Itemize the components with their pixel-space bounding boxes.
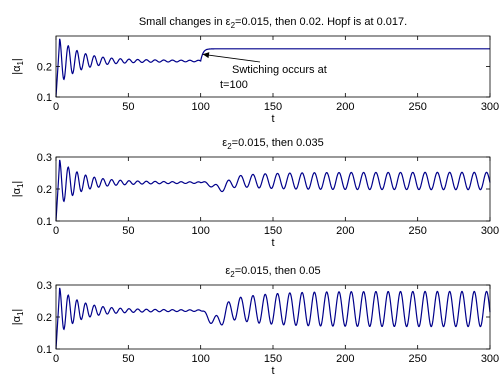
x-tick-label: 300 (481, 101, 499, 113)
title-text: Small changes in ε (139, 16, 231, 28)
y-tick-label: 0.2 (37, 184, 52, 196)
panel-3: ε2=0.015, then 0.05 0 50 100 150 200 250 300 0.1… (11, 265, 499, 377)
x-axis-label: t (271, 365, 274, 377)
x-axis-label: t (271, 113, 274, 125)
panel-1-title: Small changes in ε2=0.015, then 0.02. Ho… (139, 16, 407, 30)
y-label-close: | (11, 58, 23, 61)
x-tick-label: 0 (53, 101, 59, 113)
y-axis-label: |α1| (11, 181, 25, 198)
panel-2-title: ε2=0.015, then 0.035 (222, 137, 323, 151)
y-tick-label: 0.1 (37, 216, 52, 228)
y-label-text: |α (11, 315, 23, 325)
y-label-subscript: 1 (16, 183, 25, 188)
y-axis-label: |α1| (11, 58, 25, 75)
y-label-text: |α (11, 187, 23, 197)
annotation-arrow-line (202, 53, 261, 63)
y-tick-label: 0.2 (37, 312, 52, 324)
y-label-text: |α (11, 65, 23, 75)
x-tick-label: 150 (264, 101, 282, 113)
x-tick-label: 100 (191, 225, 209, 237)
annotation-arrow-head (202, 52, 210, 59)
x-tick-label: 0 (53, 225, 59, 237)
x-tick-label: 250 (408, 101, 426, 113)
x-tick-label: 50 (122, 353, 134, 365)
x-axis-label: t (271, 237, 274, 249)
title-text: ε (222, 137, 227, 149)
panel-1: Small changes in ε2=0.015, then 0.02. Ho… (11, 16, 499, 125)
x-tick-label: 50 (122, 225, 134, 237)
x-tick-label: 100 (191, 101, 209, 113)
title-subscript: 2 (227, 142, 232, 151)
series-line (55, 38, 490, 98)
title-text-rest: =0.015, then 0.05 (235, 265, 321, 277)
series-line (55, 159, 491, 222)
x-tick-label: 250 (408, 353, 426, 365)
x-tick-label: 100 (191, 353, 209, 365)
x-tick-label: 200 (336, 225, 354, 237)
series-line (55, 287, 491, 350)
y-label-subscript: 1 (16, 61, 25, 66)
x-tick-label: 50 (122, 101, 134, 113)
y-label-close: | (11, 309, 23, 312)
x-tick-label: 200 (336, 101, 354, 113)
title-subscript: 2 (230, 270, 235, 279)
panels: Small changes in ε2=0.015, then 0.02. Ho… (11, 16, 499, 377)
panel-2: ε2=0.015, then 0.035 0 50 100 150 200 250 300 0.… (11, 137, 499, 249)
title-subscript: 2 (231, 21, 236, 30)
x-tick-label: 300 (481, 353, 499, 365)
axes-box (55, 156, 491, 222)
title-text-rest: =0.015, then 0.02. Hopf is at 0.017. (235, 16, 407, 28)
panel-3-title: ε2=0.015, then 0.05 (225, 265, 320, 279)
annotation-line-2: t=100 (220, 79, 248, 91)
y-tick-label: 0.3 (37, 280, 52, 292)
y-tick-label: 0.3 (37, 152, 52, 164)
x-tick-label: 150 (264, 353, 282, 365)
title-text-rest: =0.015, then 0.035 (232, 137, 324, 149)
y-tick-label: 0.2 (37, 62, 52, 74)
title-text: ε (225, 265, 230, 277)
y-tick-label: 0.1 (37, 344, 52, 356)
y-label-close: | (11, 181, 23, 184)
x-tick-label: 0 (53, 353, 59, 365)
annotation-line-1: Swtiching occurs at (232, 64, 327, 76)
x-tick-label: 200 (336, 353, 354, 365)
x-tick-label: 250 (408, 225, 426, 237)
x-tick-label: 150 (264, 225, 282, 237)
y-tick-label: 0.1 (37, 92, 52, 104)
y-label-subscript: 1 (16, 311, 25, 316)
x-tick-label: 300 (481, 225, 499, 237)
y-axis-label: |α1| (11, 309, 25, 326)
